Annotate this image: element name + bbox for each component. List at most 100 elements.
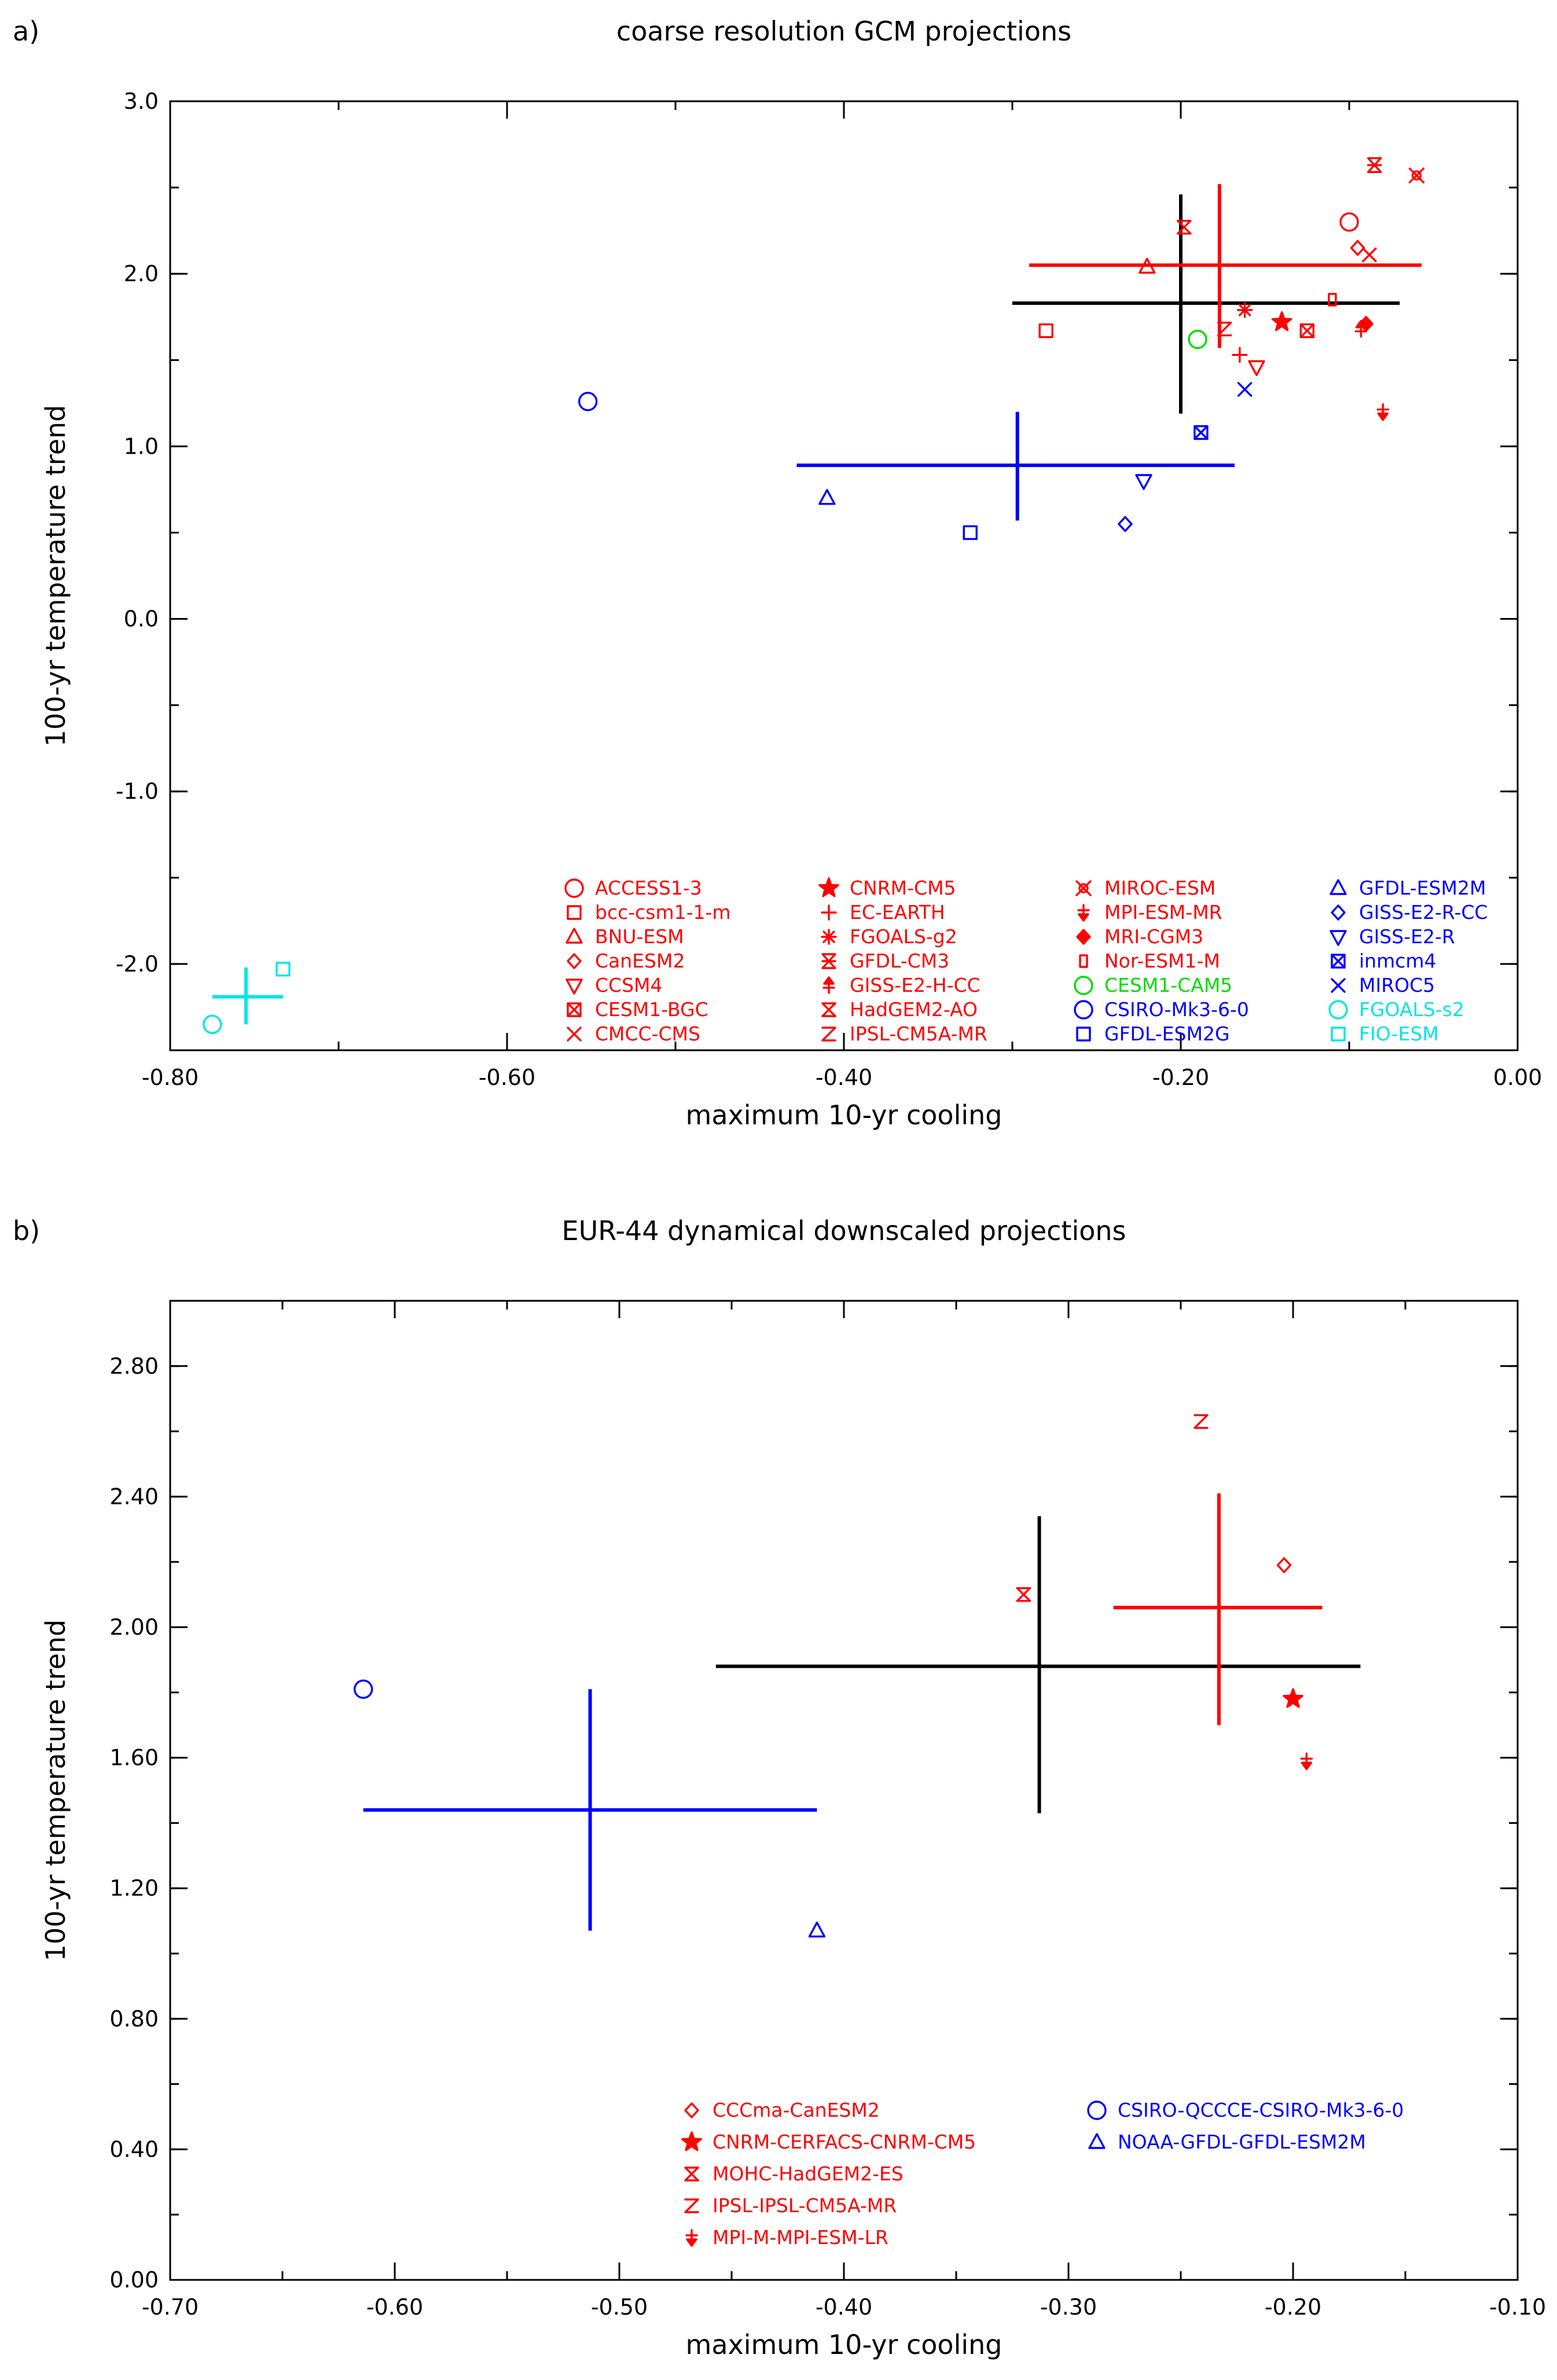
legend-label-cesm1-cam5: CESM1-CAM5 bbox=[1104, 974, 1232, 996]
x-tick-label: -0.20 bbox=[1152, 1065, 1209, 1090]
point-cnrm-cm5 bbox=[1271, 311, 1292, 332]
legend-label-ec-earth: EC-EARTH bbox=[850, 901, 945, 924]
y-tick-label: 0.80 bbox=[109, 2006, 159, 2032]
legend-label-gfdl-esm2m: GFDL-ESM2M bbox=[1359, 877, 1486, 899]
point-cmcc-cms bbox=[1362, 247, 1377, 263]
legend-label-giss-e2-r: GISS-E2-R bbox=[1359, 925, 1455, 948]
panel-label: b) bbox=[13, 1215, 40, 1246]
legend-label-gfdl-esm2g: GFDL-ESM2G bbox=[1104, 1022, 1230, 1045]
ensemble-cross-black bbox=[715, 1516, 1361, 1813]
chart-title: EUR-44 dynamical downscaled projections bbox=[562, 1215, 1126, 1246]
y-axis-label: 100-yr temperature trend bbox=[40, 405, 71, 747]
point-miroc5 bbox=[1237, 382, 1253, 397]
legend-marker-cmcc-cms bbox=[567, 1027, 582, 1042]
legend-marker-mri-cgm3 bbox=[1076, 929, 1091, 945]
legend-marker-cnrm-cerfacs-cnrm-cm5 bbox=[681, 2131, 702, 2151]
point-cesm1-bgc bbox=[1299, 323, 1314, 339]
point-fio-esm bbox=[276, 962, 291, 977]
legend-label-cccma-canesm2: CCCma-CanESM2 bbox=[713, 2099, 880, 2121]
point-canesm2 bbox=[1350, 240, 1365, 256]
x-tick-label: -0.20 bbox=[1265, 2294, 1321, 2320]
legend-label-mri-cgm3: MRI-CGM3 bbox=[1104, 925, 1203, 948]
legend-marker-hadgem2-ao bbox=[821, 1002, 836, 1017]
legend-label-mpi-m-mpi-esm-lr: MPI-M-MPI-ESM-LR bbox=[713, 2226, 888, 2249]
legend-label-gfdl-cm3: GFDL-CM3 bbox=[850, 950, 949, 972]
point-ipsl-ipsl-cm5a-mr bbox=[1194, 1414, 1209, 1429]
legend-label-cnrm-cm5: CNRM-CM5 bbox=[850, 877, 956, 899]
y-tick-label: -2.0 bbox=[116, 951, 159, 977]
point-mohc-hadgem2-es bbox=[1016, 1587, 1031, 1602]
legend-marker-miroc-esm bbox=[1075, 880, 1092, 896]
legend-marker-csiro-qccce-csiro-mk3-6-0 bbox=[1087, 2101, 1107, 2120]
legend-marker-ipsl-cm5a-mr bbox=[821, 1027, 836, 1042]
y-tick-label: 0.40 bbox=[109, 2136, 159, 2162]
legend-marker-cccma-canesm2 bbox=[684, 2102, 699, 2118]
x-axis-label: maximum 10-yr cooling bbox=[686, 1099, 1002, 1131]
legend-label-bcc-csm1-1-m: bcc-csm1-1-m bbox=[595, 901, 731, 924]
point-cccma-canesm2 bbox=[1276, 1557, 1292, 1573]
legend-label-bnu-esm: BNU-ESM bbox=[595, 925, 684, 948]
point-csiro-mk3-6-0 bbox=[578, 392, 598, 411]
legend-marker-ipsl-ipsl-cm5a-mr bbox=[684, 2198, 699, 2213]
point-ipsl-cm5a-mr bbox=[1217, 321, 1232, 337]
legend-label-csiro-qccce-csiro-mk3-6-0: CSIRO-QCCCE-CSIRO-Mk3-6-0 bbox=[1118, 2099, 1404, 2121]
y-tick-label: -1.0 bbox=[116, 779, 159, 804]
ensemble-cross-red bbox=[1113, 1493, 1323, 1726]
legend-marker-csiro-mk3-6-0 bbox=[1074, 1000, 1093, 1020]
point-access1-3 bbox=[1339, 212, 1359, 232]
y-tick-label: 3.0 bbox=[124, 89, 159, 114]
panel-b: b) EUR-44 dynamical downscaled projection… bbox=[13, 1215, 1546, 2360]
legend-label-miroc-esm: MIROC-ESM bbox=[1104, 877, 1216, 899]
x-tick-label: -0.30 bbox=[1040, 2294, 1097, 2320]
legend-label-access1-3: ACCESS1-3 bbox=[595, 877, 702, 899]
point-mpi-m-mpi-esm-lr bbox=[1300, 1752, 1313, 1770]
point-mri-cgm3 bbox=[1358, 315, 1374, 332]
point-cesm1-cam5 bbox=[1188, 329, 1207, 350]
ensemble-cross-red bbox=[1029, 184, 1422, 348]
point-noaa-gfdl-gfdl-esm2m bbox=[808, 1921, 826, 1938]
legend-marker-gfdl-esm2g bbox=[1076, 1027, 1091, 1042]
legend-marker-giss-e2-r bbox=[1330, 930, 1347, 946]
legend-marker-cesm1-cam5 bbox=[1074, 976, 1093, 995]
x-tick-label: 0.00 bbox=[1493, 1065, 1543, 1090]
point-csiro-qccce-csiro-mk3-6-0 bbox=[353, 1679, 373, 1699]
legend-marker-miroc5 bbox=[1331, 978, 1346, 993]
tick-marks bbox=[169, 1300, 1519, 2281]
legend-label-hadgem2-ao: HadGEM2-AO bbox=[850, 998, 978, 1021]
x-tick-label: -0.70 bbox=[142, 2294, 199, 2320]
legend-label-ipsl-cm5a-mr: IPSL-CM5A-MR bbox=[850, 1022, 987, 1045]
y-tick-label: 2.40 bbox=[109, 1484, 159, 1509]
x-tick-label: -0.40 bbox=[816, 2294, 872, 2320]
legend-label-fgoals-g2: FGOALS-g2 bbox=[850, 925, 957, 948]
legend-label-mohc-hadgem2-es: MOHC-HadGEM2-ES bbox=[713, 2162, 904, 2185]
point-hadgem2-ao bbox=[1177, 219, 1192, 235]
tick-marks bbox=[169, 100, 1519, 1051]
legend-label-giss-e2-r-cc: GISS-E2-R-CC bbox=[1359, 901, 1488, 924]
legend-marker-ccsm4 bbox=[565, 979, 583, 995]
legend-marker-noaa-gfdl-gfdl-esm2m bbox=[1088, 2133, 1106, 2149]
legend-marker-nor-esm1-m bbox=[1079, 954, 1088, 968]
chart-title: coarse resolution GCM projections bbox=[616, 16, 1071, 47]
point-mpi-esm-mr bbox=[1376, 403, 1389, 421]
legend-label-fio-esm: FIO-ESM bbox=[1359, 1022, 1439, 1045]
legend-marker-canesm2 bbox=[567, 953, 582, 969]
point-gfdl-cm3 bbox=[1367, 157, 1382, 174]
point-bnu-esm bbox=[1139, 258, 1156, 274]
legend-label-inmcm4: inmcm4 bbox=[1359, 950, 1437, 972]
legend-label-canesm2: CanESM2 bbox=[595, 950, 685, 972]
legend-label-ipsl-ipsl-cm5a-mr: IPSL-IPSL-CM5A-MR bbox=[713, 2194, 897, 2217]
legend-label-miroc5: MIROC5 bbox=[1359, 974, 1435, 996]
legend-label-cmcc-cms: CMCC-CMS bbox=[595, 1022, 700, 1045]
legend-marker-ec-earth bbox=[821, 904, 837, 921]
legend-marker-giss-e2-r-cc bbox=[1331, 904, 1346, 921]
y-axis-label: 100-yr temperature trend bbox=[40, 1620, 71, 1962]
y-tick-label: 1.20 bbox=[109, 1875, 159, 1901]
legend-marker-giss-e2-h-cc bbox=[822, 976, 835, 994]
y-tick-label: 2.00 bbox=[109, 1614, 159, 1640]
legend-label-ccsm4: CCSM4 bbox=[595, 974, 663, 996]
legend-marker-cnrm-cm5 bbox=[818, 877, 839, 897]
x-tick-label: -0.40 bbox=[816, 1065, 872, 1090]
legend-label-nor-esm1-m: Nor-ESM1-M bbox=[1104, 950, 1220, 972]
legend-marker-inmcm4 bbox=[1331, 954, 1346, 969]
point-bcc-csm1-1-m bbox=[1038, 323, 1053, 339]
